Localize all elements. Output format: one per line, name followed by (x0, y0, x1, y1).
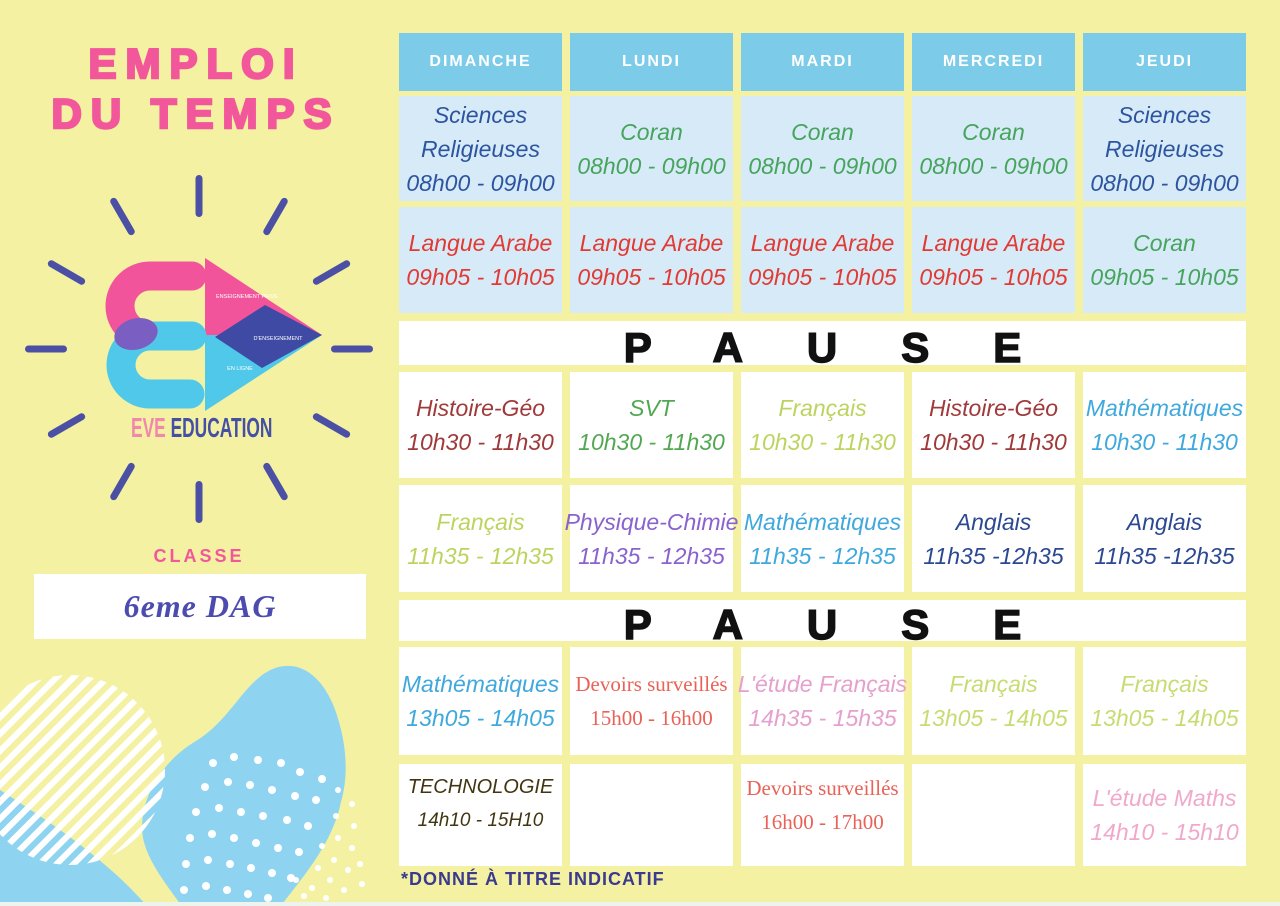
svg-text:ENSEIGNEMENT PRIVE: ENSEIGNEMENT PRIVE (216, 294, 278, 300)
svg-text:D'ENSEIGNEMENT: D'ENSEIGNEMENT (253, 336, 303, 342)
svg-text:EN LIGNE: EN LIGNE (227, 366, 253, 372)
